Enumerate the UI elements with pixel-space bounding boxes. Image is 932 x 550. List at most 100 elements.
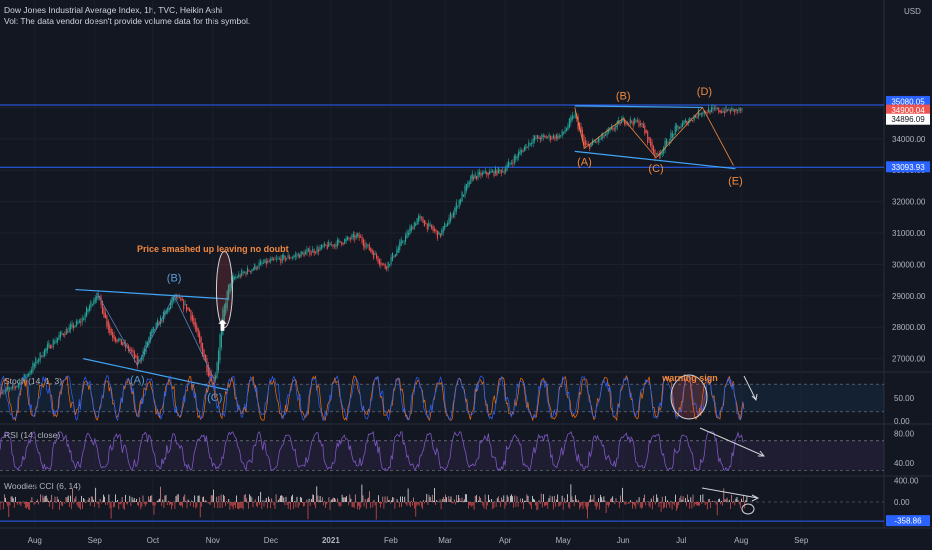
price-tick-label: 27000.00 <box>892 355 926 364</box>
cci-last-value-box <box>886 515 930 527</box>
candle-body <box>428 223 430 227</box>
candle-body <box>55 340 57 344</box>
candle-body <box>448 217 450 225</box>
candle-body <box>587 144 589 145</box>
time-tick-label: Dec <box>264 536 278 545</box>
candle-body <box>609 127 611 131</box>
candle-body <box>315 251 317 254</box>
candle-body <box>277 258 279 260</box>
candle-body <box>471 173 473 180</box>
price-tag: 34900.04 <box>886 104 930 116</box>
candle-body <box>28 373 30 376</box>
candle-body <box>228 284 230 300</box>
wave-label: (A) <box>130 375 145 387</box>
candle-body <box>722 110 724 113</box>
candle-body <box>399 241 401 250</box>
candle-body <box>703 110 705 114</box>
candle-body <box>477 171 479 178</box>
candle-body <box>83 318 85 321</box>
candle-body <box>64 334 66 336</box>
price-tag-label: 35080.05 <box>891 97 925 106</box>
candle-body <box>603 135 605 137</box>
cci-arrow <box>701 487 760 502</box>
candle-body <box>254 264 256 270</box>
candle-body <box>615 125 617 129</box>
candle-body <box>26 374 28 378</box>
candle-body <box>23 373 25 381</box>
candle-body <box>641 122 643 125</box>
candle-body <box>84 313 86 320</box>
candle-body <box>58 335 60 340</box>
candle-body <box>123 342 125 344</box>
candle-body <box>94 297 96 303</box>
candle-body <box>212 377 214 378</box>
candle-body <box>623 119 626 125</box>
candle-body <box>265 260 267 265</box>
rsi-line <box>0 430 745 472</box>
candle-body <box>708 108 710 113</box>
stoch-pane-title: Stoch (14, 1, 3) <box>4 376 63 386</box>
candle-body <box>188 308 191 312</box>
candle-body <box>271 257 273 261</box>
candle-body <box>378 259 380 265</box>
candle-body <box>387 261 389 268</box>
candle-body <box>293 255 295 258</box>
candle-body <box>187 307 189 310</box>
price-tick-label: 30000.00 <box>892 260 926 269</box>
candle-body <box>673 134 675 136</box>
candle-body <box>10 387 12 389</box>
candle-body <box>493 171 495 177</box>
candle-body <box>658 154 660 157</box>
candle-body <box>59 331 61 338</box>
candle-body <box>563 131 565 134</box>
candle-body <box>370 247 372 252</box>
candle-body <box>157 320 159 327</box>
candle-body <box>625 121 627 125</box>
candle-body <box>13 386 15 388</box>
candle-body <box>119 338 121 341</box>
candle-body <box>426 223 428 230</box>
candle-body <box>54 342 56 344</box>
candle-body <box>467 181 469 188</box>
candle-body <box>238 273 240 278</box>
candle-body <box>304 251 307 255</box>
pattern-trendline <box>75 288 229 300</box>
candle-body <box>203 349 205 360</box>
time-tick-label: Feb <box>384 536 398 545</box>
candle-body <box>464 186 466 196</box>
candle-body <box>434 228 436 232</box>
candle-body <box>419 216 421 219</box>
candle-body <box>116 339 118 343</box>
candle-body <box>729 109 731 113</box>
candle-body <box>654 149 656 158</box>
candle-body <box>29 371 31 375</box>
candle-body <box>444 223 446 230</box>
candle-body <box>255 266 257 270</box>
candle-body <box>416 218 418 225</box>
candle-body <box>126 345 128 347</box>
candle-body <box>332 244 334 247</box>
candle-body <box>583 135 585 146</box>
cci-bars-group <box>0 484 748 520</box>
candle-body <box>129 348 131 352</box>
candle-body <box>474 173 476 178</box>
candle-body <box>619 121 621 125</box>
candle-body <box>109 325 111 333</box>
cci-tick-label: 0.00 <box>894 498 910 507</box>
candle-body <box>594 141 597 143</box>
candle-body <box>318 249 320 252</box>
candle-body <box>183 299 185 309</box>
candle-body <box>303 253 305 257</box>
wave-label: (C) <box>648 163 663 175</box>
cci-highlight-ellipse <box>741 503 755 515</box>
candle-body <box>200 337 202 349</box>
candle-body <box>592 140 594 146</box>
candle-body <box>696 116 698 118</box>
candle-body <box>622 117 624 122</box>
time-tick-label: Jun <box>617 536 630 545</box>
price-tag-box <box>886 161 930 173</box>
candle-body <box>661 151 663 154</box>
candle-body <box>117 339 119 341</box>
candle-body <box>151 329 153 337</box>
